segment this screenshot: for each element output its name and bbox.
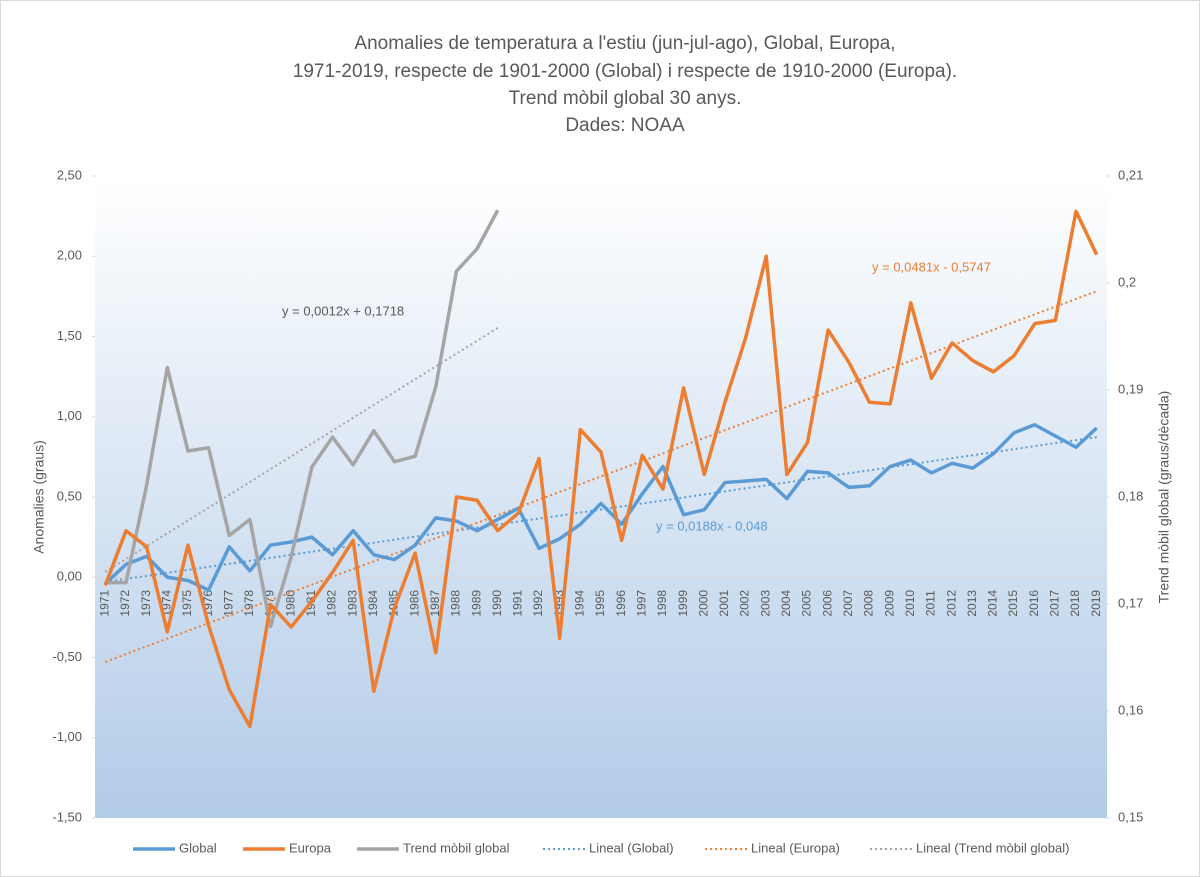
y-tick-label: 2,00 <box>57 248 82 263</box>
legend-label: Global <box>179 840 217 855</box>
trendline <box>104 290 1098 663</box>
x-tick-label: 2006 <box>820 590 834 617</box>
x-tick-label: 1982 <box>325 590 339 617</box>
chart-title: Trend mòbil global 30 anys. <box>509 88 742 109</box>
legend-label: Europa <box>289 840 332 855</box>
chart-title: 1971-2019, respecte de 1901-2000 (Global… <box>293 61 957 82</box>
x-tick-label: 1997 <box>634 590 648 617</box>
legend-label: Lineal (Global) <box>589 840 674 855</box>
series-line <box>103 209 1099 729</box>
y-tick-label: 0,50 <box>57 488 82 503</box>
x-tick-label: 2015 <box>1006 590 1020 617</box>
x-tick-label: 1972 <box>118 590 132 617</box>
y-tick-label: -1,50 <box>52 809 82 824</box>
trendline-equation: y = 0,0188x - 0,048 <box>656 518 768 533</box>
y-tick-label: 1,00 <box>57 408 82 423</box>
x-tick-label: 2007 <box>841 590 855 617</box>
x-tick-label: 1994 <box>573 590 587 617</box>
trendline-equation: y = 0,0481x - 0,5747 <box>872 259 991 274</box>
x-tick-label: 2010 <box>903 590 917 617</box>
x-tick-label: 1983 <box>345 590 359 617</box>
series-line <box>105 209 500 629</box>
x-tick-label: 1999 <box>676 590 690 617</box>
trendline <box>105 436 1097 583</box>
x-tick-label: 1977 <box>221 590 235 617</box>
y2-tick-label: 0,16 <box>1118 702 1143 717</box>
x-tick-label: 2014 <box>986 590 1000 617</box>
y2-tick-label: 0,21 <box>1118 167 1143 182</box>
y2-tick-label: 0,2 <box>1118 274 1136 289</box>
x-tick-label: 1987 <box>428 590 442 617</box>
chart-title: Anomalies de temperatura a l'estiu (jun-… <box>354 33 895 54</box>
x-tick-label: 1978 <box>242 590 256 617</box>
y-tick-label: 1,50 <box>57 328 82 343</box>
x-tick-label: 1988 <box>449 590 463 617</box>
legend-label: Trend mòbil global <box>403 840 510 855</box>
x-tick-label: 2012 <box>944 590 958 617</box>
y-tick-label: -0,50 <box>52 649 82 664</box>
x-tick-label: 1992 <box>531 590 545 617</box>
x-tick-label: 1986 <box>407 590 421 617</box>
x-tick-label: 2005 <box>800 590 814 617</box>
x-tick-label: 1995 <box>593 590 607 617</box>
y2-axis-label: Trend mòbil global (graus/dècada) <box>1156 391 1172 604</box>
y2-tick-label: 0,19 <box>1118 381 1143 396</box>
y2-tick-label: 0,17 <box>1118 595 1143 610</box>
x-tick-label: 2016 <box>1027 590 1041 617</box>
x-tick-label: 2002 <box>738 590 752 617</box>
y-tick-label: 2,50 <box>57 167 82 182</box>
chart-title: Dades: NOAA <box>565 115 685 136</box>
x-tick-label: 2019 <box>1089 590 1103 617</box>
x-tick-label: 1996 <box>614 590 628 617</box>
y-axis-label: Anomalies (graus) <box>31 440 47 554</box>
y-tick-label: -1,00 <box>52 729 82 744</box>
x-tick-label: 2018 <box>1068 590 1082 617</box>
x-tick-label: 2009 <box>882 590 896 617</box>
x-tick-label: 1984 <box>366 590 380 617</box>
x-tick-label: 1973 <box>139 590 153 617</box>
x-tick-label: 2008 <box>862 590 876 617</box>
x-tick-label: 2004 <box>779 590 793 617</box>
x-tick-label: 2013 <box>965 590 979 617</box>
x-tick-label: 2000 <box>696 590 710 617</box>
trendline <box>104 327 499 573</box>
y2-tick-label: 0,18 <box>1118 488 1143 503</box>
x-tick-label: 1971 <box>97 590 111 617</box>
legend-label: Lineal (Trend mòbil global) <box>916 840 1069 855</box>
x-tick-label: 2003 <box>758 590 772 617</box>
x-tick-label: 1990 <box>490 590 504 617</box>
x-tick-label: 2017 <box>1048 590 1062 617</box>
x-tick-label: 1975 <box>180 590 194 617</box>
x-tick-label: 1980 <box>283 590 297 617</box>
y2-tick-label: 0,15 <box>1118 809 1143 824</box>
x-tick-label: 1998 <box>655 590 669 617</box>
plot-area <box>95 176 1107 818</box>
x-tick-label: 2011 <box>924 590 938 616</box>
x-tick-label: 1991 <box>511 590 525 617</box>
legend-label: Lineal (Europa) <box>751 840 840 855</box>
x-tick-label: 2001 <box>717 590 731 617</box>
y-tick-label: 0,00 <box>57 569 82 584</box>
series-line <box>104 423 1098 592</box>
trendline-equation: y = 0,0012x + 0,1718 <box>282 303 404 318</box>
x-tick-label: 1989 <box>469 590 483 617</box>
